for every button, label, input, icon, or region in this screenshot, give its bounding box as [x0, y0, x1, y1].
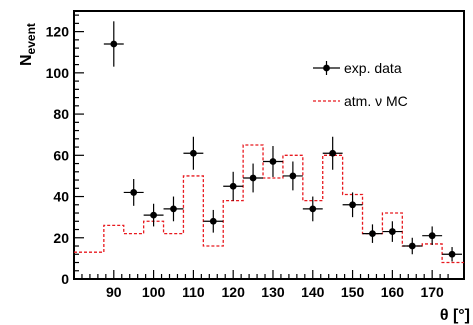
y-tick-label: 100 [46, 65, 70, 81]
x-tick-label: 90 [106, 284, 122, 300]
data-point [382, 221, 403, 242]
x-tick-label: 110 [182, 284, 205, 300]
data-marker [349, 201, 356, 209]
data-point [402, 237, 423, 255]
x-tick-label: 100 [142, 284, 166, 300]
data-marker [289, 172, 297, 180]
svg-text:Nevent: Nevent [18, 23, 38, 66]
data-point [302, 196, 323, 222]
data-point [322, 136, 343, 170]
data-marker [110, 40, 118, 48]
mc-step-line [74, 144, 464, 264]
data-marker [209, 217, 217, 225]
data-marker [249, 174, 257, 182]
data-point [442, 247, 463, 262]
data-marker [309, 205, 317, 213]
data-marker [388, 228, 396, 235]
data-point [143, 203, 164, 227]
x-axis-title: θ [°] [440, 307, 470, 324]
legend: exp. data atm. ν MC [313, 60, 408, 109]
data-marker [428, 232, 436, 240]
data-point [422, 226, 443, 245]
data-point [103, 21, 124, 67]
data-marker [448, 250, 456, 258]
data-marker [189, 149, 197, 157]
x-tick-label: 130 [261, 284, 285, 300]
data-point [263, 146, 283, 177]
x-tick-label: 160 [381, 284, 405, 300]
data-marker [369, 230, 376, 238]
plot-frame [73, 10, 465, 280]
y-tick-label: 0 [61, 271, 69, 287]
y-axis-title-main: N [18, 54, 35, 66]
tick-labels: 90 100 110 120 130 140 150 160 170 0 20 40 60 80 100 12… [46, 24, 444, 300]
data-marker [329, 149, 337, 157]
legend-mc-label: atm. ν MC [344, 93, 408, 109]
x-tick-label: 150 [341, 284, 365, 300]
axis-ticks [73, 14, 449, 280]
data-marker [170, 205, 177, 213]
data-point [342, 192, 363, 218]
data-point [163, 196, 184, 222]
y-tick-label: 40 [53, 189, 69, 205]
data-point [243, 163, 264, 193]
data-marker [130, 189, 138, 196]
x-tick-label: 170 [420, 284, 444, 300]
y-axis-title-sub: event [24, 23, 38, 54]
y-tick-label: 60 [53, 147, 69, 163]
y-axis-title: Nevent [18, 23, 38, 66]
legend-data-marker [323, 64, 330, 72]
data-point [123, 179, 144, 206]
y-tick-label: 80 [53, 106, 69, 122]
mc-series [74, 144, 464, 264]
data-marker [150, 211, 157, 219]
y-tick-label: 20 [53, 230, 69, 246]
y-tick-label: 120 [46, 24, 70, 40]
data-marker [408, 242, 416, 250]
data-point [362, 224, 383, 243]
data-marker [269, 158, 277, 165]
data-series [103, 21, 463, 262]
legend-data-label: exp. data [344, 60, 402, 76]
data-marker [229, 182, 237, 190]
data-point [203, 209, 224, 233]
data-point [223, 171, 244, 201]
data-point [282, 161, 303, 191]
data-point [183, 136, 204, 170]
x-tick-label: 140 [301, 284, 325, 300]
x-tick-label: 120 [222, 284, 246, 300]
